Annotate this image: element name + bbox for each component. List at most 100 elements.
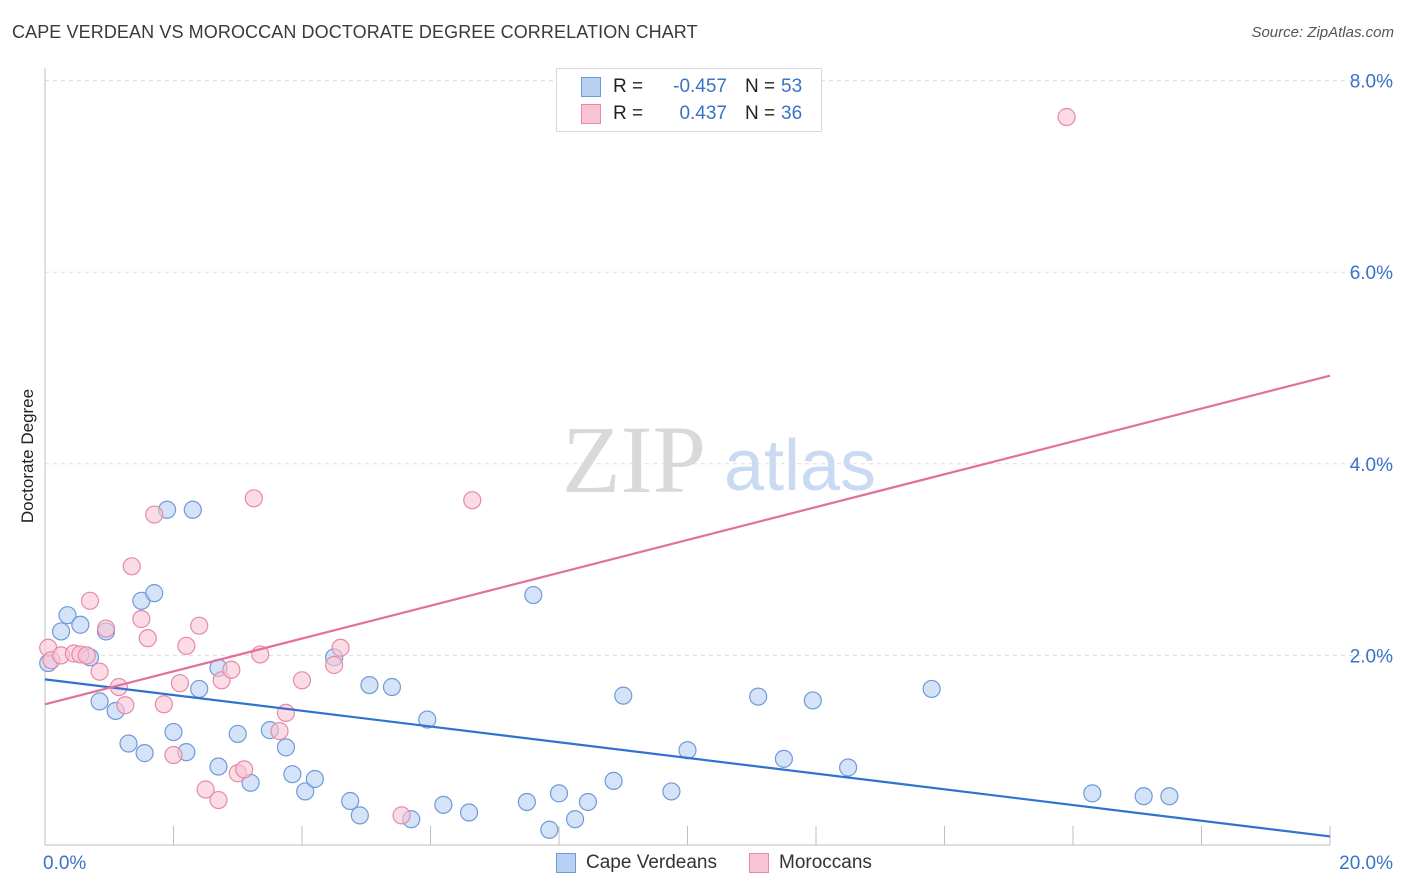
moroccan-point	[463, 491, 482, 510]
cape-verdean-point	[228, 724, 247, 744]
blue-swatch	[581, 77, 601, 97]
x-tick-label: 0.0%	[43, 853, 86, 874]
cape-verdean-trend-line	[44, 678, 1331, 838]
cape-verdean-point	[119, 734, 138, 753]
cape-verdean-point	[164, 722, 183, 742]
cape-verdean-point	[209, 757, 228, 776]
legend-label: Moroccans	[779, 852, 872, 873]
cape-verdean-point	[803, 691, 822, 710]
cape-verdean-point	[350, 806, 369, 825]
tick-labels: 2.0% 4.0% 6.0% 8.0% 0.0% 20.0%	[43, 72, 1393, 874]
cape-verdean-point	[418, 710, 437, 729]
cape-verdean-point	[276, 738, 296, 757]
cape-verdean-point	[839, 758, 858, 777]
cape-verdean-point	[90, 692, 109, 711]
cape-verdean-point	[305, 769, 324, 789]
cape-verdean-point	[614, 686, 633, 705]
moroccan-point	[222, 660, 241, 679]
cape-verdean-point	[382, 677, 402, 697]
blue-swatch	[556, 853, 576, 873]
moroccan-trend-line	[44, 374, 1331, 706]
cape-verdean-point	[283, 765, 302, 784]
legend-item-cape-verdeans[interactable]: Cape Verdeans	[556, 852, 717, 874]
moroccan-point	[331, 638, 350, 657]
trend-lines	[44, 374, 1331, 838]
cape-verdean-point	[296, 782, 315, 801]
cape-verdean-point	[1083, 784, 1102, 803]
moroccan-point	[392, 806, 411, 825]
moroccan-point	[209, 790, 228, 810]
n-label: N =	[745, 103, 776, 124]
cape-verdean-point	[51, 622, 71, 641]
cape-verdean-point	[549, 784, 569, 803]
moroccan-point	[325, 655, 344, 675]
axes	[44, 68, 1331, 846]
cape-verdean-point	[190, 679, 209, 699]
moroccan-point	[132, 609, 151, 629]
cape-verdean-point	[434, 795, 453, 814]
cape-verdean-point	[517, 792, 536, 812]
moroccan-point	[145, 505, 164, 524]
correlation-legend: R = -0.457 N = 53 R = 0.437 N = 36	[556, 68, 822, 132]
cape-verdean-point	[774, 749, 793, 768]
cape-verdean-point	[662, 782, 681, 801]
cape-verdean-point	[578, 792, 598, 812]
moroccan-point	[270, 721, 289, 741]
moroccan-point	[235, 760, 254, 779]
y-tick-label: 4.0%	[1350, 455, 1393, 476]
moroccan-point	[292, 671, 312, 690]
series-legend: Cape Verdeans Moroccans	[556, 852, 904, 874]
cape-verdean-point	[135, 744, 154, 763]
cape-verdean-point	[604, 771, 623, 790]
cape-verdean-point	[341, 791, 360, 811]
moroccan-point	[80, 591, 100, 610]
moroccan-point	[276, 703, 296, 722]
cape-verdean-point	[145, 584, 164, 603]
watermark-zip: ZIP	[562, 406, 706, 513]
legend-item-moroccans[interactable]: Moroccans	[749, 852, 872, 874]
moroccan-point	[190, 616, 209, 635]
n-value: 53	[781, 76, 803, 97]
cape-verdean-point	[183, 500, 202, 519]
legend-row-cape-verdeans: R = -0.457 N = 53	[581, 74, 802, 100]
source-label: Source: ZipAtlas.com	[1251, 24, 1394, 41]
moroccan-point	[77, 646, 96, 665]
y-tick-label: 6.0%	[1350, 263, 1393, 284]
r-value: -0.457	[673, 76, 727, 97]
cape-verdean-point	[459, 803, 479, 822]
moroccan-point	[116, 696, 135, 715]
cape-verdean-point	[71, 615, 90, 634]
cape-verdean-point	[360, 675, 379, 695]
r-label: R =	[613, 103, 644, 124]
n-value: 36	[781, 103, 803, 124]
r-label: R =	[613, 76, 644, 97]
cape-verdean-point	[1134, 787, 1153, 806]
data-points	[39, 107, 1179, 839]
moroccan-point	[244, 489, 263, 508]
moroccan-point	[154, 695, 173, 714]
moroccan-point	[164, 745, 183, 765]
legend-label: Cape Verdeans	[586, 852, 717, 873]
cape-verdean-point	[58, 606, 77, 625]
x-tick-label: 20.0%	[1339, 853, 1393, 874]
cape-verdean-point	[1160, 787, 1179, 806]
moroccan-point	[96, 619, 116, 638]
moroccan-point	[138, 629, 157, 648]
moroccan-point	[177, 636, 196, 655]
y-tick-label: 2.0%	[1350, 646, 1393, 667]
pink-swatch	[581, 104, 601, 124]
cape-verdean-point	[565, 810, 585, 829]
watermark-atlas: atlas	[724, 426, 876, 506]
moroccan-point	[196, 780, 215, 799]
cape-verdean-point	[922, 679, 941, 699]
n-label: N =	[745, 76, 776, 97]
moroccan-point	[170, 674, 190, 693]
moroccan-point	[90, 662, 109, 681]
cape-verdean-point	[540, 820, 559, 839]
y-tick-label: 8.0%	[1350, 72, 1393, 93]
r-value: 0.437	[679, 103, 727, 124]
chart-title: CAPE VERDEAN VS MOROCCAN DOCTORATE DEGRE…	[12, 22, 698, 42]
cape-verdean-point	[524, 585, 543, 605]
legend-row-moroccans: R = 0.437 N = 36	[581, 101, 802, 127]
